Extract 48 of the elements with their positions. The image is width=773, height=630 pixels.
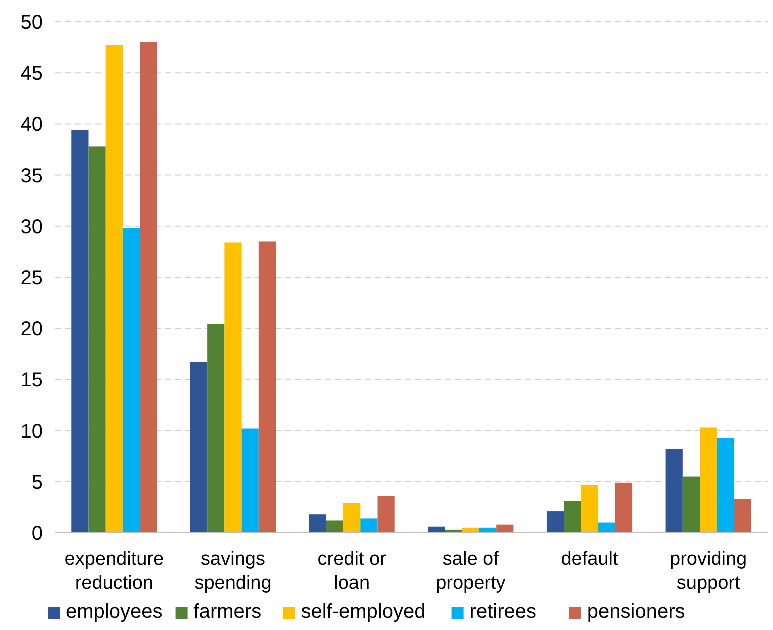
bar: [360, 518, 378, 533]
x-tick-label: sale of property: [436, 549, 506, 594]
bar: [309, 514, 326, 533]
bar: [496, 524, 514, 533]
bar: [326, 520, 344, 533]
x-tick-label: expenditure reduction: [64, 549, 164, 594]
y-tick-label: 30: [20, 216, 43, 238]
bar: [378, 496, 395, 533]
y-tick-label: 5: [32, 472, 43, 494]
y-tick-label: 50: [20, 12, 43, 34]
y-tick-label: 15: [20, 370, 43, 392]
legend-label: retirees: [470, 601, 537, 623]
bar: [140, 42, 158, 533]
legend-label: self-employed: [301, 601, 426, 623]
bar: [344, 503, 361, 533]
x-tick-label: savings spending: [194, 549, 272, 594]
y-tick-label: 10: [20, 420, 43, 443]
legend-label: pensioners: [587, 601, 686, 623]
y-tick-label: 0: [32, 523, 43, 545]
bar: [717, 438, 734, 533]
legend-label: farmers: [194, 601, 262, 623]
bar: [666, 449, 683, 533]
bar: [581, 484, 598, 533]
x-tick-label: providing support: [670, 549, 748, 594]
x-tick-label: default: [561, 549, 619, 570]
bar: [208, 324, 225, 533]
bar: [190, 362, 208, 533]
bar: [564, 501, 582, 533]
legend-label: employees: [66, 601, 163, 623]
bar: [242, 428, 259, 533]
bar: [224, 242, 242, 533]
bar: [682, 476, 700, 533]
bar: [734, 499, 752, 533]
bar: [72, 130, 89, 533]
bar: [106, 46, 123, 533]
bar: [615, 482, 633, 533]
bar: [546, 512, 564, 533]
bar: [598, 522, 616, 533]
bar: [258, 242, 276, 533]
bar: [700, 428, 718, 533]
y-tick-label: 20: [20, 318, 43, 341]
bar: [88, 146, 106, 533]
y-tick-label: 35: [20, 165, 43, 188]
y-tick-label: 40: [20, 114, 43, 136]
y-tick-label: 45: [20, 63, 43, 86]
bar: [122, 228, 140, 533]
y-tick-label: 25: [20, 268, 43, 290]
x-tick-label: credit or loan: [318, 549, 388, 594]
